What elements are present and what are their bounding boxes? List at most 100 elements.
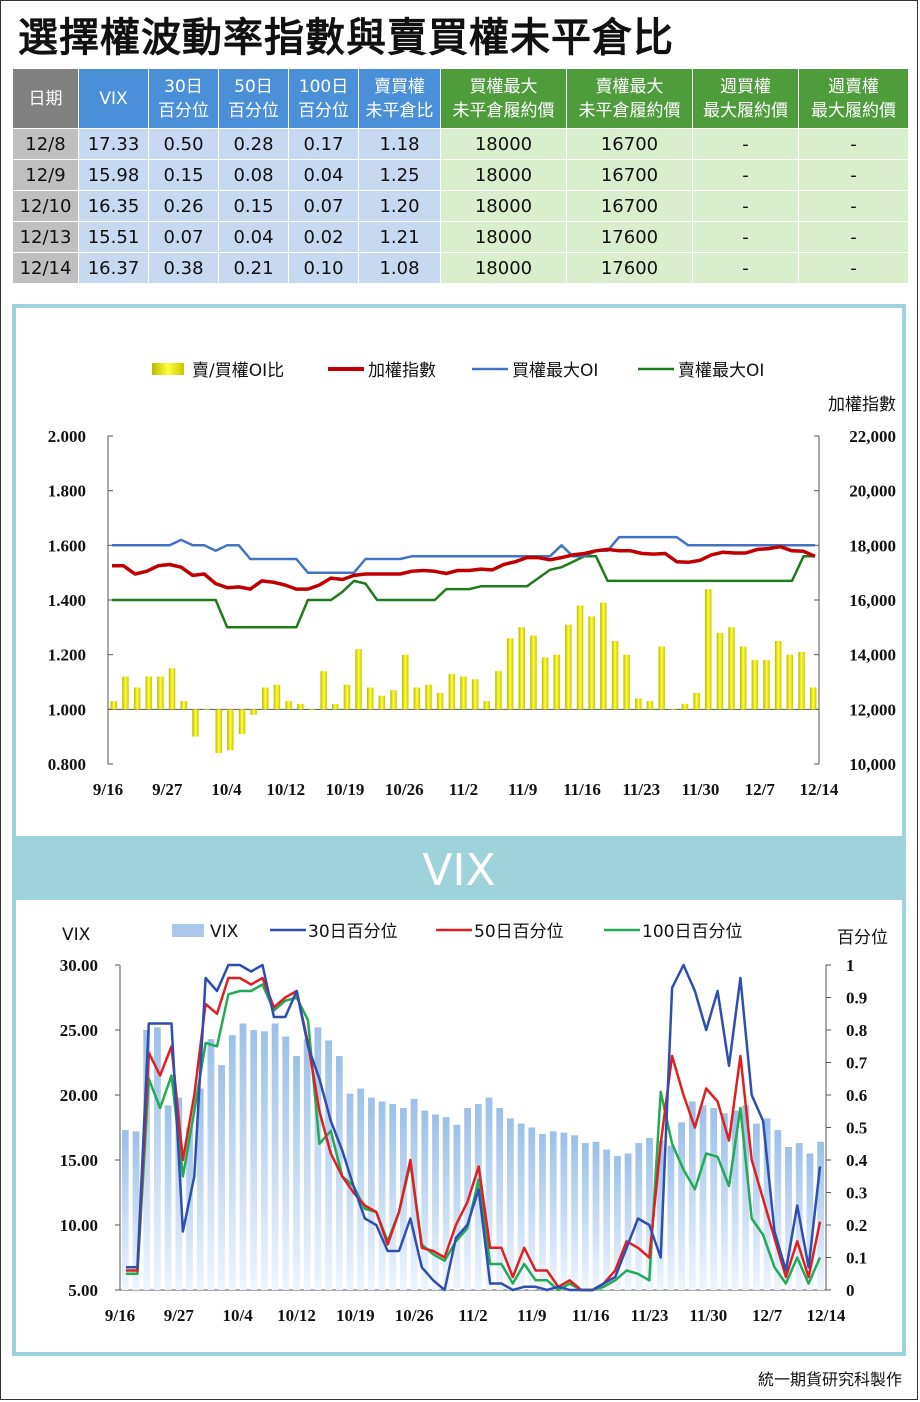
table-row: 12/8 17.33 0.50 0.28 0.17 1.18 18000 16700- - [12,128,909,160]
oi-ratio-bar [623,654,630,710]
table-cell: 16700 [566,190,693,222]
x-tick-label: 11/30 [689,1306,727,1325]
x-tick-label: 10/12 [266,780,305,799]
vix-bar [763,1118,771,1290]
table-cell: - [692,159,799,191]
column-header: 日期 [12,68,79,129]
y-tick-label: 5.00 [68,1281,98,1300]
oi-ratio-bar [471,679,479,710]
call-max-oi-line [112,535,815,574]
oi-ratio-bar [413,687,421,710]
y-tick-label: 20.00 [60,1086,98,1105]
column-header: 週買權 最大履約價 [692,68,799,129]
vix-chart: VIX 30日百分位 50日百分位 100日百分位 VIX 百分位 30.00 25.00 20… [60,922,888,1325]
x-tick-label: 9/16 [105,1306,135,1325]
table-cell: 0.15 [218,190,289,222]
oi-ratio-bar [809,687,817,710]
oi-ratio-bar [320,671,327,710]
vix-bar [571,1135,578,1290]
vix-bar [699,1105,707,1290]
column-header-line1: 100日 [298,76,349,97]
table-cell: 0.02 [288,221,359,253]
y-tick-label: 2.000 [48,427,86,446]
vix-bar [688,1101,696,1290]
legend-label: 賣權最大OI [678,361,764,381]
table-cell: 16700 [566,128,693,160]
table-cell: 0.10 [288,252,359,284]
column-header: 買權最大 未平倉履約價 [440,68,567,129]
column-header: 賣權最大 未平倉履約價 [566,68,693,129]
table-cell: 16700 [566,159,693,191]
table-cell: 1.08 [358,252,441,284]
oi-ratio-bar [355,649,362,710]
oi-ratio-bar [308,709,316,711]
column-header-line1: 50日 [234,76,273,97]
vix-bar [218,1065,225,1290]
column-header-line2: 百分位 [298,100,349,121]
vix-bar [507,1118,514,1290]
vix-bar [603,1149,611,1290]
table-cell: 0.07 [288,190,359,222]
vix-bar [485,1097,493,1290]
oi-ratio-bar [705,589,712,710]
x-tick-label: 11/9 [517,1306,546,1325]
table-cell: 0.07 [148,221,219,253]
y-tick-label: 1.800 [48,482,86,501]
table-cell: 1.21 [358,221,441,253]
vix-bar [314,1027,322,1290]
oi-ratio-bar [448,673,456,710]
oi-ratio-bar [238,709,246,734]
table-cell: 1.25 [358,159,441,191]
table-cell: 15.51 [78,221,149,253]
y2-tick-label: 0 [846,1281,855,1300]
y2-tick-label: 22,000 [849,427,896,446]
y2-tick-label: 0.7 [846,1054,868,1073]
oi-ratio-bar [483,701,490,710]
legend-label: 買權最大OI [512,361,598,381]
oi-ratio-bar [110,701,118,710]
y-tick-label: 0.800 [48,755,86,774]
right-axis-title: 百分位 [837,928,888,948]
oi-ratio-bar [600,602,607,710]
vix-bar [453,1124,461,1290]
vix-bar [785,1147,792,1290]
vix-bar [389,1104,397,1290]
x-tick-label: 11/2 [449,780,478,799]
x-tick-label: 12/14 [807,1306,846,1325]
column-header-line2: 未平倉履約價 [452,100,555,121]
x-tick-label: 12/7 [752,1306,783,1325]
x-tick-label: 10/19 [336,1306,375,1325]
vix-bar [517,1123,525,1290]
vix-bar [806,1153,814,1290]
y-tick-label: 10.00 [60,1216,98,1235]
oi-ratio-bar [658,646,665,710]
vix-bar [432,1114,439,1290]
oi-ratio-bar [751,660,759,710]
table-row: 12/14 16.37 0.38 0.21 0.10 1.08 18000 17600- - [12,252,909,284]
oi-ratio-bar [425,684,432,710]
oi-ratio-bar [460,676,467,710]
column-header: 30日 百分位 [148,68,219,129]
table-cell: 0.28 [218,128,289,160]
y2-tick-label: 1 [846,956,855,975]
table-cell: - [798,128,909,160]
vix-bar [143,1030,151,1290]
vix-bar [132,1131,140,1290]
vix-bar [228,1035,236,1290]
oi-ratio-bar [530,635,537,710]
left-axis-title: VIX [62,925,91,945]
vix-bar [742,1105,750,1290]
column-header: 賣買權 未平倉比 [358,68,441,129]
y2-tick-label: 14,000 [849,646,896,665]
oi-ratio-bar [215,709,222,753]
table-cell: - [798,221,909,253]
column-header-line1: VIX [99,88,128,109]
table-header-row: 日期 VIX 30日 百分位 50日 百分位 100日 百分位 賣買權 未平倉比 買權最大 未平倉履約… [12,68,909,129]
vix-bar [731,1110,739,1290]
oi-ratio-bar [273,684,281,710]
y-tick-label: 15.00 [60,1151,98,1170]
y2-tick-label: 0.6 [846,1086,867,1105]
right-axis-title: 加權指數 [828,395,896,415]
table-cell: 12/14 [12,252,79,284]
column-header: 週賣權 最大履約價 [798,68,909,129]
